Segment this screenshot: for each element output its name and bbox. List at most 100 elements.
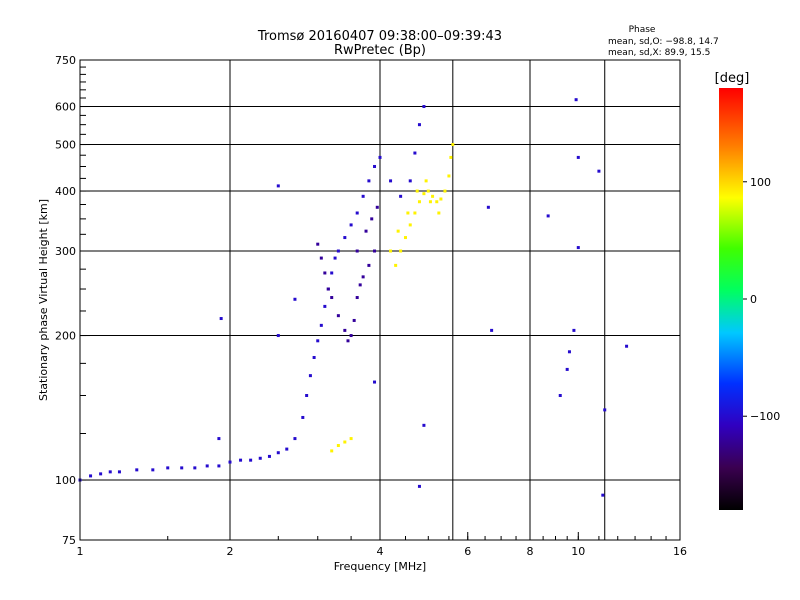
data-point [343, 236, 347, 240]
colorbar-label: [deg] [715, 71, 750, 86]
data-point [413, 151, 417, 155]
data-point [439, 197, 443, 201]
data-point [239, 458, 243, 462]
data-point [89, 474, 93, 478]
data-point [451, 143, 455, 147]
data-point [319, 256, 323, 260]
data-point [336, 249, 340, 253]
data-point [558, 394, 562, 398]
data-point [431, 194, 435, 198]
data-point [228, 460, 232, 464]
data-point [293, 297, 297, 301]
y-tick-label: 750 [55, 54, 76, 67]
data-point [330, 296, 334, 300]
data-point [443, 189, 447, 193]
data-point [601, 493, 605, 497]
data-point [574, 98, 578, 102]
phase-line-o: mean, sd,O: −98.8, 14.7 [608, 37, 719, 47]
data-point [413, 211, 417, 215]
data-point [576, 155, 580, 159]
data-point [370, 217, 374, 221]
colorbar-tick-label: 0 [750, 293, 757, 306]
data-point [323, 271, 327, 275]
data-point [567, 350, 571, 354]
data-point [312, 355, 316, 359]
data-point [399, 194, 403, 198]
data-point [346, 339, 350, 343]
y-tick-label: 200 [55, 330, 76, 343]
data-point [358, 283, 362, 287]
data-point [422, 105, 426, 109]
phase-heading: Phase [629, 25, 656, 35]
data-point [249, 458, 253, 462]
data-point [449, 155, 453, 159]
x-tick-label: 10 [571, 545, 585, 558]
data-point [333, 256, 337, 260]
y-tick-label: 600 [55, 101, 76, 114]
data-point [367, 179, 371, 183]
data-point [330, 271, 334, 275]
colorbar-ticks: 100 0 −100 [743, 176, 780, 423]
data-point [546, 214, 550, 218]
y-axis-label: Stationary phase Virtual Height [km] [37, 199, 50, 401]
data-point [361, 275, 365, 279]
chart-subtitle: RwPretec (Bp) [334, 43, 426, 58]
data-point [408, 223, 412, 227]
data-point [276, 184, 280, 188]
data-point [355, 296, 359, 300]
data-point [417, 123, 421, 127]
x-tick-label: 6 [464, 545, 471, 558]
data-point [373, 164, 377, 168]
data-point [447, 174, 451, 178]
data-point [267, 454, 271, 458]
data-point [367, 263, 371, 267]
data-point [352, 318, 356, 322]
data-point [316, 242, 320, 246]
data-point [349, 223, 353, 227]
data-point [308, 374, 312, 378]
data-point [389, 179, 393, 183]
y-tick-label: 500 [55, 139, 76, 152]
data-point [415, 189, 419, 193]
data-point [301, 415, 305, 419]
y-tick-label: 100 [55, 474, 76, 487]
data-point [417, 200, 421, 204]
data-point [403, 236, 407, 240]
data-point [336, 314, 340, 318]
x-tick-label: 2 [227, 545, 234, 558]
y-tick-label: 300 [55, 245, 76, 258]
data-point [378, 155, 382, 159]
data-points [78, 98, 629, 497]
data-point [394, 263, 398, 267]
data-point [276, 334, 280, 338]
data-point [151, 468, 155, 472]
data-point [117, 470, 121, 474]
phase-line-x: mean, sd,X: 89.9, 15.5 [608, 48, 710, 58]
data-point [424, 179, 428, 183]
x-axis-label: Frequency [MHz] [334, 560, 426, 573]
y-tick-label: 75 [62, 534, 76, 547]
data-point [180, 466, 184, 470]
data-point [305, 394, 309, 398]
data-point [343, 328, 347, 332]
data-point [349, 437, 353, 441]
chart-title: Tromsø 20160407 09:38:00–09:39:43 [257, 29, 502, 44]
data-point [108, 470, 112, 474]
data-point [396, 229, 400, 233]
data-point [326, 287, 330, 291]
data-point [373, 249, 377, 253]
data-point [323, 304, 327, 308]
grid-lines [80, 60, 680, 540]
data-point [330, 449, 334, 453]
x-tick-label: 1 [77, 545, 84, 558]
x-tick-label: 8 [527, 545, 534, 558]
data-point [316, 339, 320, 343]
data-point [205, 464, 209, 468]
data-point [490, 328, 494, 332]
data-point [373, 380, 377, 384]
data-point [293, 437, 297, 441]
data-point [217, 464, 221, 468]
data-point [99, 472, 103, 476]
data-point [135, 468, 139, 472]
